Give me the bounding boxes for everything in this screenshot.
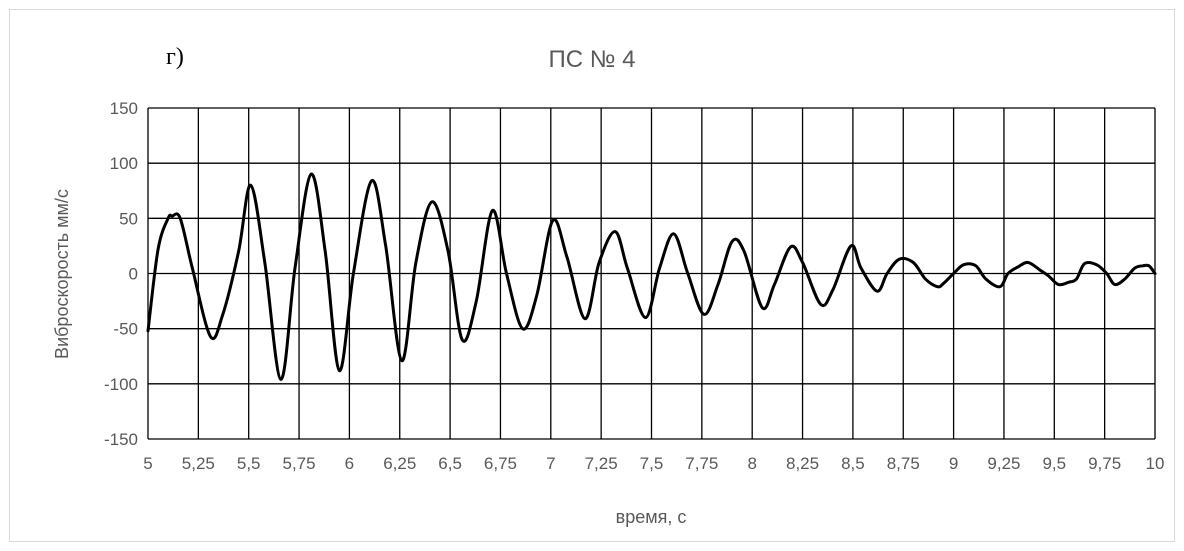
chart-title: ПС № 4 bbox=[548, 46, 635, 73]
y-tick-labels: 150 100 50 0 -50 -100 -150 bbox=[104, 99, 138, 449]
x-tick-label: 10 bbox=[1146, 454, 1165, 473]
x-tick-label: 7 bbox=[546, 454, 555, 473]
x-tick-label: 9 bbox=[949, 454, 958, 473]
y-tick-label: 0 bbox=[129, 265, 138, 284]
x-tick-label: 7,75 bbox=[685, 454, 718, 473]
x-tick-label: 9,25 bbox=[987, 454, 1020, 473]
y-tick-label: 150 bbox=[110, 99, 138, 118]
x-tick-label: 5,25 bbox=[182, 454, 215, 473]
y-tick-label: -150 bbox=[104, 430, 138, 449]
x-tick-label: 6,25 bbox=[383, 454, 416, 473]
x-tick-label: 9,75 bbox=[1088, 454, 1121, 473]
x-tick-label: 7,5 bbox=[640, 454, 664, 473]
y-tick-label: 100 bbox=[110, 154, 138, 173]
y-tick-label: -100 bbox=[104, 375, 138, 394]
x-tick-label: 5,75 bbox=[283, 454, 316, 473]
x-tick-label: 6,5 bbox=[438, 454, 462, 473]
grid bbox=[147, 107, 1156, 440]
x-tick-label: 5 bbox=[143, 454, 152, 473]
x-tick-label: 8,5 bbox=[841, 454, 865, 473]
series-line bbox=[146, 172, 1157, 381]
y-axis-title: Виброскорость мм/с bbox=[52, 189, 72, 359]
x-tick-label: 8,25 bbox=[786, 454, 819, 473]
x-tick-label: 8,75 bbox=[887, 454, 920, 473]
x-tick-label: 6,75 bbox=[484, 454, 517, 473]
chart-frame bbox=[9, 9, 1175, 542]
x-tick-labels: 5 5,25 5,5 5,75 6 6,25 6,5 6,75 7 7,25 7,5 7,75 8 8,2… bbox=[143, 454, 1164, 473]
x-tick-label: 6 bbox=[345, 454, 354, 473]
x-tick-label: 9,5 bbox=[1042, 454, 1066, 473]
y-tick-label: 50 bbox=[119, 209, 138, 228]
x-tick-label: 5,5 bbox=[237, 454, 261, 473]
y-tick-label: -50 bbox=[113, 320, 138, 339]
x-tick-label: 8 bbox=[747, 454, 756, 473]
panel-label: г) bbox=[166, 44, 184, 70]
x-axis-title: время, с bbox=[616, 507, 687, 527]
x-tick-label: 7,25 bbox=[585, 454, 618, 473]
